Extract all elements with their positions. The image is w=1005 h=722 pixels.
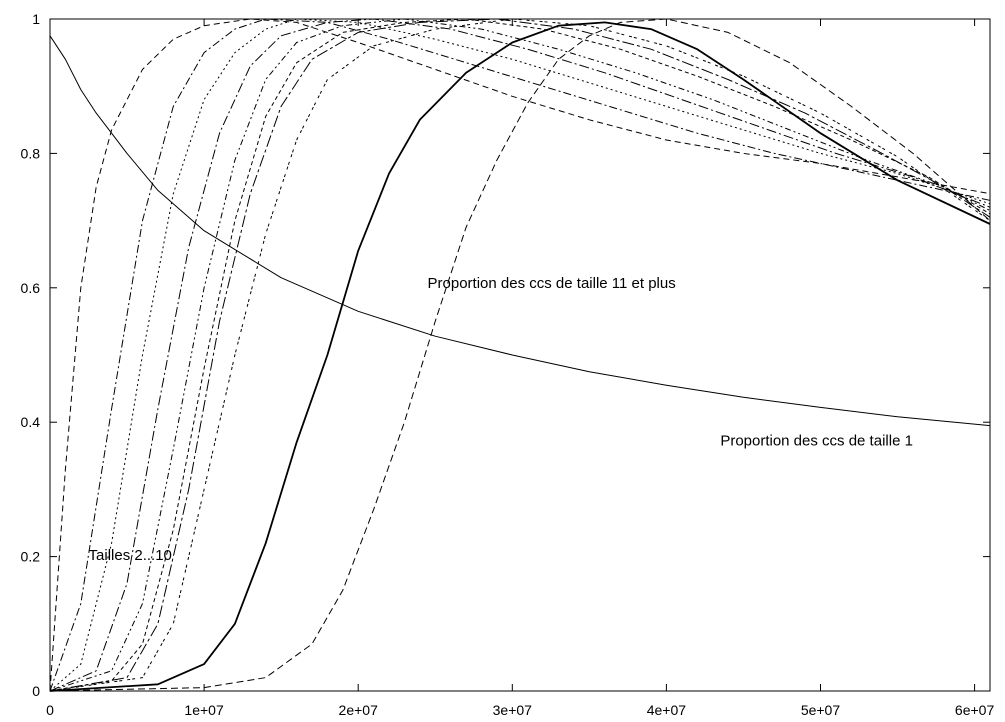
y-tick-label: 1 bbox=[32, 11, 40, 27]
series-line-10 bbox=[49, 21, 991, 692]
y-tick-label: 0.8 bbox=[21, 145, 41, 161]
y-tick-label: 0 bbox=[32, 683, 40, 699]
series-line-8 bbox=[49, 18, 991, 692]
y-tick-label: 0.4 bbox=[21, 414, 41, 430]
plot-frame bbox=[49, 18, 991, 692]
series-line-1 bbox=[49, 35, 991, 427]
series-line-6 bbox=[49, 18, 991, 692]
x-tick-label: 5e+07 bbox=[801, 702, 841, 718]
y-tick-label: 0.2 bbox=[21, 549, 41, 565]
x-tick-label: 3e+07 bbox=[493, 702, 533, 718]
series-line-7 bbox=[49, 18, 991, 692]
series-lines bbox=[49, 18, 991, 692]
annotation-2: Proportion des ccs de taille 1 bbox=[720, 433, 913, 450]
series-line-2 bbox=[49, 18, 991, 692]
series-line-4 bbox=[49, 18, 991, 692]
series-line-11 bbox=[49, 18, 991, 692]
annotations: Proportion des ccs de taille 11 et plus P… bbox=[89, 275, 913, 564]
x-tick-label: 0 bbox=[46, 702, 54, 718]
annotation-1: Proportion des ccs de taille 11 et plus bbox=[428, 275, 676, 292]
annotation-3: Tailles 2...10 bbox=[89, 547, 172, 564]
y-tick-label: 0.6 bbox=[21, 280, 41, 296]
axis-ticks: 0 1e+07 2e+07 3e+07 4e+07 5e+07 6e+07 0 0.2 0.4 0.… bbox=[21, 11, 995, 718]
x-tick-label: 1e+07 bbox=[184, 702, 224, 718]
series-line-9 bbox=[49, 18, 991, 692]
x-tick-label: 2e+07 bbox=[339, 702, 379, 718]
series-line-5 bbox=[49, 18, 991, 692]
series-line-3 bbox=[49, 18, 991, 692]
x-tick-label: 4e+07 bbox=[647, 702, 687, 718]
x-tick-label: 6e+07 bbox=[955, 702, 995, 718]
